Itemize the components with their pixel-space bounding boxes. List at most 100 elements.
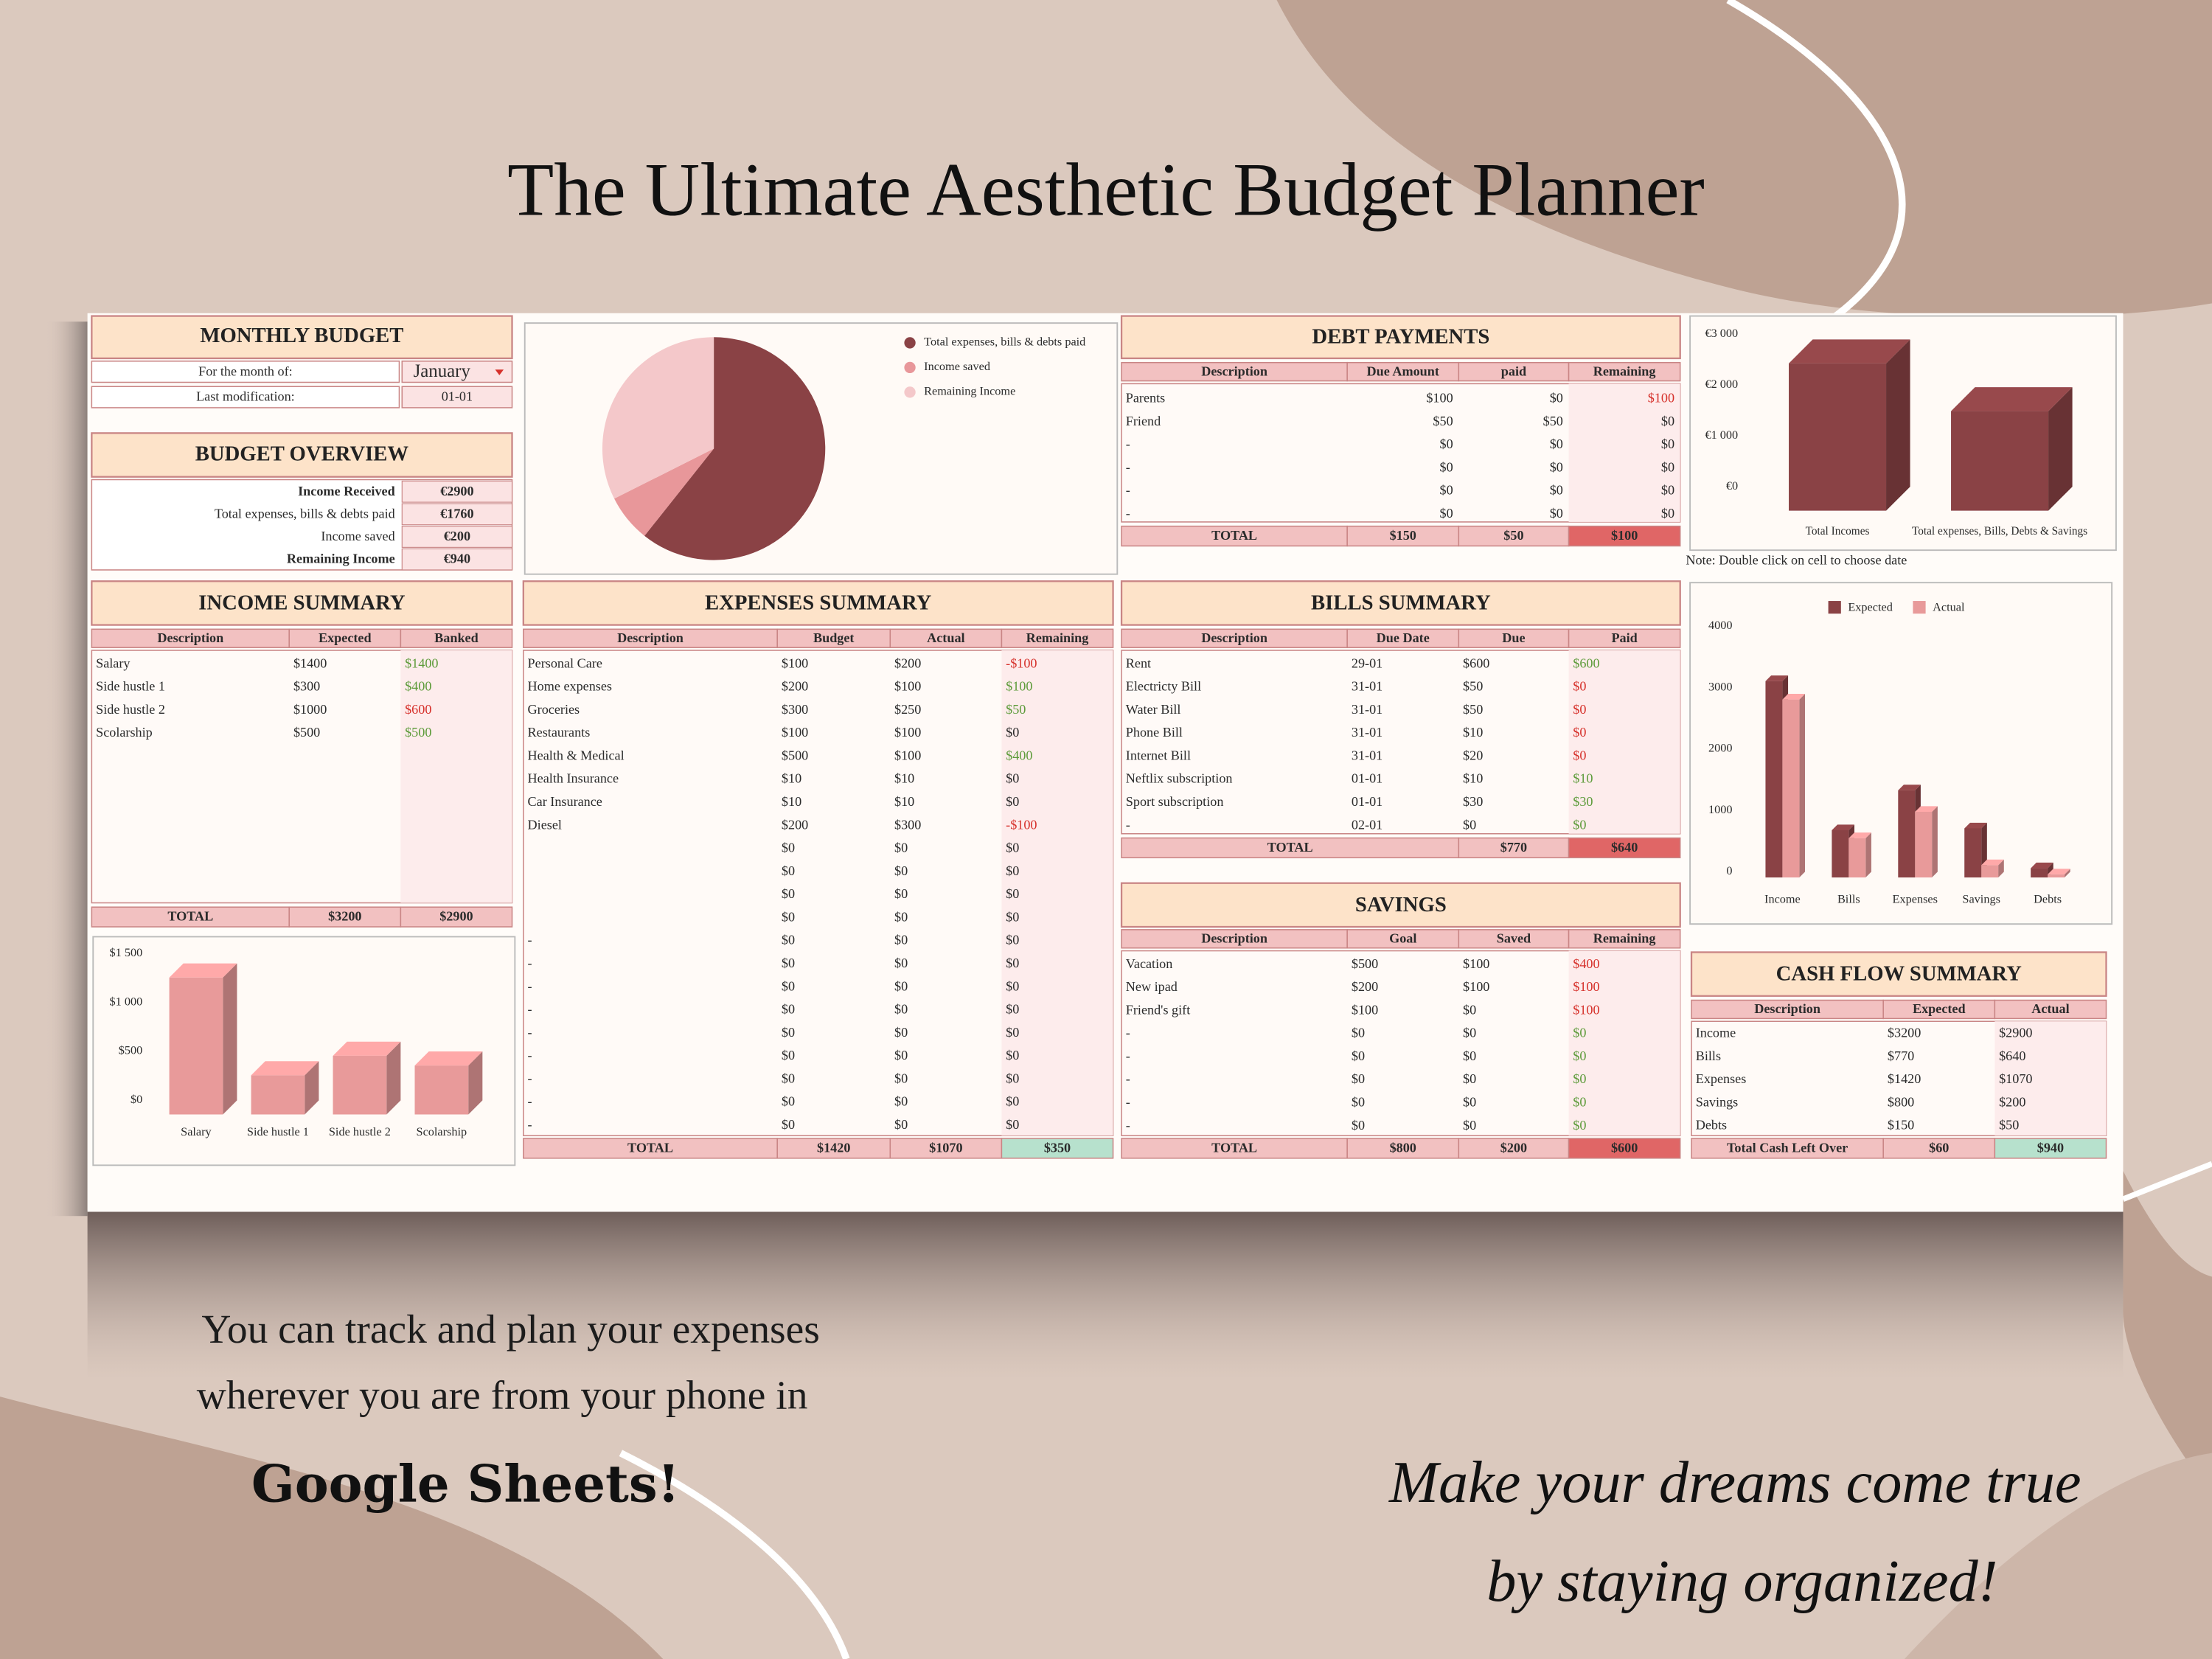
table-cell: $0 xyxy=(1006,771,1019,786)
x-tick-label: Expenses xyxy=(1893,892,1938,905)
table-cell: $1420 xyxy=(1888,1071,1921,1086)
header-cell xyxy=(1458,361,1570,382)
table-cell: $0 xyxy=(1006,956,1019,970)
bar xyxy=(414,1065,469,1115)
table-cell: $1400 xyxy=(293,655,327,670)
total-cell xyxy=(1691,1138,1884,1159)
column-header: Goal xyxy=(1389,931,1416,945)
table-title: CASH FLOW SUMMARY xyxy=(1776,962,2022,986)
table-cell: Health & Medical xyxy=(528,748,625,762)
legend-label: Total expenses, bills & debts paid xyxy=(924,335,1085,349)
table-cell: $0 xyxy=(782,909,795,924)
table-cell: $0 xyxy=(1661,506,1674,521)
table-cell: - xyxy=(528,1002,532,1017)
table-title: SAVINGS xyxy=(1355,893,1447,917)
table-cell: $200 xyxy=(894,655,921,670)
bar-side xyxy=(468,1051,483,1115)
table-cell: $0 xyxy=(1006,725,1019,740)
table-cell: $10 xyxy=(1463,771,1483,786)
bar-top xyxy=(1915,806,1938,812)
column-header: Description xyxy=(157,630,223,645)
bar-top xyxy=(1765,675,1789,681)
column-header: Remaining xyxy=(1026,630,1089,645)
table-cell: $0 xyxy=(782,978,795,993)
header-cell xyxy=(1001,628,1114,648)
total-value: $50 xyxy=(1503,528,1523,543)
table-cell: $100 xyxy=(1648,391,1674,406)
column-fill xyxy=(400,650,512,903)
cell xyxy=(401,503,513,526)
cell xyxy=(401,548,513,571)
y-tick-label: €2 000 xyxy=(1705,378,1738,391)
table-cell: - xyxy=(1126,1048,1130,1063)
bar-side xyxy=(223,963,237,1115)
header-cell xyxy=(1121,929,1348,949)
table-cell: Restaurants xyxy=(528,725,591,740)
dropdown[interactable] xyxy=(495,369,504,375)
table-cell: $0 xyxy=(1550,459,1563,474)
bar xyxy=(1964,828,1982,878)
header-cell xyxy=(288,628,402,648)
table-title-bar xyxy=(91,432,513,478)
header-cell xyxy=(889,628,1003,648)
cell xyxy=(401,480,513,503)
table-cell: Diesel xyxy=(528,817,562,832)
table-cell: $0 xyxy=(1352,1071,1365,1086)
total-value: $600 xyxy=(1611,1141,1638,1155)
table-cell: $300 xyxy=(293,679,320,694)
table-cell: $0 xyxy=(894,886,908,901)
table-cell: $300 xyxy=(894,817,921,832)
bar-side xyxy=(1865,832,1871,878)
table-cell: $0 xyxy=(1550,483,1563,498)
table-cell: Neftlix subscription xyxy=(1126,771,1233,786)
table-cell: $500 xyxy=(1352,956,1378,971)
bar-side xyxy=(386,1041,401,1115)
table-cell: $0 xyxy=(1440,437,1453,451)
header-cell xyxy=(1568,628,1681,648)
y-tick-label: 3000 xyxy=(1708,680,1733,693)
table-cell: $1070 xyxy=(1999,1071,2032,1086)
table-cell: $0 xyxy=(1006,1002,1019,1017)
column-header: Budget xyxy=(813,630,855,645)
table-cell: 29-01 xyxy=(1352,655,1382,670)
header-cell xyxy=(1121,361,1348,382)
bar-top xyxy=(1789,339,1910,364)
bar xyxy=(2048,874,2065,878)
table-cell: $0 xyxy=(1463,817,1476,832)
table-cell: $100 xyxy=(1573,979,1599,994)
table-cell: Rent xyxy=(1126,655,1151,670)
header-cell xyxy=(776,628,891,648)
bar xyxy=(1789,363,1887,511)
table-cell: Parents xyxy=(1126,391,1165,406)
table-cell: $100 xyxy=(782,725,808,740)
table-cell: $500 xyxy=(782,748,808,762)
total-value: $2900 xyxy=(439,909,473,924)
total-value: $1070 xyxy=(929,1141,962,1155)
column-fill xyxy=(1001,650,1113,1136)
bar-top xyxy=(1981,859,2004,866)
x-tick-label: Income xyxy=(1764,892,1801,905)
table-cell: $0 xyxy=(1006,1048,1019,1062)
table-cell: $0 xyxy=(1573,748,1586,762)
header-cell xyxy=(1346,628,1460,648)
table-cell: $0 xyxy=(1463,1002,1476,1017)
total-value: $200 xyxy=(1500,1141,1527,1155)
table-cell: $640 xyxy=(1999,1048,2025,1063)
bar-top xyxy=(1964,822,1987,829)
table-cell: $0 xyxy=(894,909,908,924)
bar xyxy=(1765,681,1783,878)
table-cell: Side hustle 2 xyxy=(96,702,165,717)
label: Income saved xyxy=(321,529,394,543)
table-title: BUDGET OVERVIEW xyxy=(195,442,409,466)
table-cell: Groceries xyxy=(528,702,580,717)
total-cell xyxy=(1458,1138,1570,1159)
table-cell: $500 xyxy=(293,725,320,740)
table-cell: $0 xyxy=(1463,1026,1476,1040)
table-cell: Home expenses xyxy=(528,679,612,694)
x-tick-label: Total expenses, Bills, Debts & Savings xyxy=(1912,525,2087,538)
table-cell: $0 xyxy=(1550,391,1563,406)
table-cell: $0 xyxy=(894,1048,908,1062)
total-value: Total Cash Left Over xyxy=(1727,1141,1848,1155)
table-cell: $0 xyxy=(782,1002,795,1017)
table-cell: $0 xyxy=(782,1117,795,1132)
